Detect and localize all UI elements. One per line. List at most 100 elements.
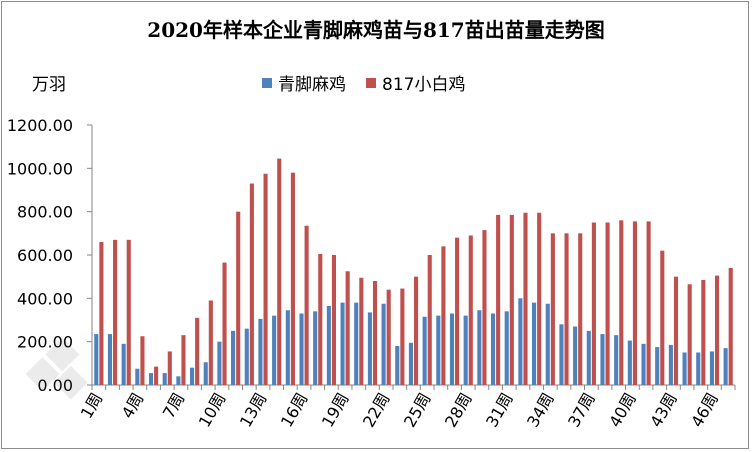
bar-series-2 bbox=[372, 281, 378, 385]
x-tick-label: 13周 bbox=[236, 390, 271, 431]
bar-series-2 bbox=[181, 335, 186, 385]
bar-series-2 bbox=[304, 225, 309, 385]
bar-series-1 bbox=[313, 311, 318, 385]
bar-series-1 bbox=[381, 303, 386, 385]
bar-series-1 bbox=[436, 315, 441, 385]
bar-series-1 bbox=[408, 342, 413, 385]
y-tick-label: 0.00 bbox=[37, 376, 73, 395]
bar-series-2 bbox=[523, 212, 528, 385]
bar-series-2 bbox=[113, 239, 118, 385]
bar-series-2 bbox=[605, 222, 610, 385]
x-tick-label: 31周 bbox=[482, 390, 517, 431]
bar-series-2 bbox=[236, 211, 241, 385]
x-tick-label: 10周 bbox=[195, 390, 230, 431]
bar-series-1 bbox=[135, 368, 140, 385]
bar-series-1 bbox=[121, 343, 126, 385]
bar-series-2 bbox=[277, 158, 282, 385]
legend-label-series-1: 青脚麻鸡 bbox=[278, 75, 346, 95]
bar-series-1 bbox=[490, 313, 496, 385]
bar-series-1 bbox=[723, 348, 728, 385]
x-tick-label: 19周 bbox=[318, 390, 353, 431]
bar-series-1 bbox=[573, 326, 578, 385]
bar-series-1 bbox=[190, 367, 195, 385]
chart-title: 2020年样本企业青脚麻鸡苗与817苗出苗量走势图 bbox=[147, 18, 605, 42]
bar-series-1 bbox=[449, 313, 455, 385]
bar-series-2 bbox=[550, 233, 555, 385]
bar-series-2 bbox=[687, 284, 692, 385]
bar-series-1 bbox=[354, 302, 359, 385]
bar-series-2 bbox=[167, 351, 172, 385]
bar-series-2 bbox=[345, 271, 350, 385]
legend-item-series-1: 青脚麻鸡 bbox=[262, 70, 346, 95]
bar-series-1 bbox=[94, 334, 99, 385]
bar-series-1 bbox=[463, 315, 468, 385]
bar-series-2 bbox=[263, 173, 268, 385]
bar-series-2 bbox=[714, 275, 720, 385]
bar-series-2 bbox=[427, 255, 432, 385]
bar-series-2 bbox=[126, 239, 131, 385]
x-tick-label: 37周 bbox=[564, 390, 599, 431]
legend-item-series-2: 817小白鸡 bbox=[366, 70, 465, 95]
bar-series-2 bbox=[359, 277, 364, 385]
bar-series-2 bbox=[728, 268, 733, 385]
bar-series-2 bbox=[509, 214, 514, 385]
bar-series-1 bbox=[641, 343, 646, 385]
bar-series-2 bbox=[673, 276, 679, 385]
bar-series-2 bbox=[99, 242, 104, 385]
bar-series-2 bbox=[660, 250, 665, 385]
bar-series-2 bbox=[701, 279, 706, 385]
y-tick-label: 1000.00 bbox=[7, 159, 73, 178]
bar-series-2 bbox=[318, 253, 323, 385]
bar-series-1 bbox=[586, 330, 591, 385]
bar-series-1 bbox=[285, 310, 290, 385]
bar-series-1 bbox=[422, 316, 427, 385]
bar-series-2 bbox=[468, 235, 473, 385]
bar-series-1 bbox=[326, 305, 331, 385]
bar-series-1 bbox=[395, 346, 400, 385]
bar-series-1 bbox=[340, 302, 345, 385]
bar-series-1 bbox=[244, 328, 249, 385]
y-tick-label: 600.00 bbox=[17, 246, 73, 265]
bar-series-2 bbox=[154, 366, 159, 385]
x-tick-label: 7周 bbox=[159, 390, 189, 422]
bar-series-1 bbox=[477, 310, 482, 385]
bar-series-1 bbox=[627, 340, 632, 385]
bar-series-2 bbox=[414, 276, 419, 385]
y-tick-label: 400.00 bbox=[17, 289, 73, 308]
bar-series-1 bbox=[682, 352, 687, 385]
y-tick-label: 800.00 bbox=[17, 203, 73, 222]
bar-series-2 bbox=[400, 288, 405, 385]
x-tick-label: 16周 bbox=[277, 390, 312, 431]
bar-series-1 bbox=[231, 330, 236, 385]
legend-swatch-series-2 bbox=[366, 77, 376, 88]
bar-series-1 bbox=[709, 351, 714, 385]
bar-series-1 bbox=[148, 373, 154, 385]
bar-series-2 bbox=[632, 221, 637, 385]
bar-series-2 bbox=[578, 233, 583, 385]
bar-series-2 bbox=[646, 221, 651, 385]
bar-series-1 bbox=[299, 313, 304, 385]
bar-series-1 bbox=[614, 335, 619, 385]
x-tick-label: 46周 bbox=[687, 390, 722, 431]
bar-series-1 bbox=[107, 334, 113, 385]
x-tick-label: 43周 bbox=[646, 390, 681, 431]
bar-series-1 bbox=[559, 324, 564, 385]
x-tick-label: 22周 bbox=[359, 390, 394, 431]
bar-series-2 bbox=[455, 237, 460, 385]
x-tick-label: 34周 bbox=[523, 390, 558, 431]
bar-series-1 bbox=[176, 376, 181, 385]
bar-series-1 bbox=[217, 341, 222, 385]
legend-swatch-series-1 bbox=[262, 77, 272, 88]
bar-series-1 bbox=[162, 373, 167, 385]
bar-series-1 bbox=[504, 311, 509, 385]
bar-series-2 bbox=[290, 172, 295, 385]
bar-series-2 bbox=[331, 255, 337, 385]
bar-series-2 bbox=[386, 289, 391, 385]
bar-series-1 bbox=[655, 347, 660, 385]
y-tick-label: 200.00 bbox=[17, 333, 73, 352]
bar-series-2 bbox=[208, 300, 213, 385]
bar-series-1 bbox=[518, 298, 523, 385]
bar-series-1 bbox=[668, 344, 673, 385]
bar-series-2 bbox=[537, 212, 542, 385]
